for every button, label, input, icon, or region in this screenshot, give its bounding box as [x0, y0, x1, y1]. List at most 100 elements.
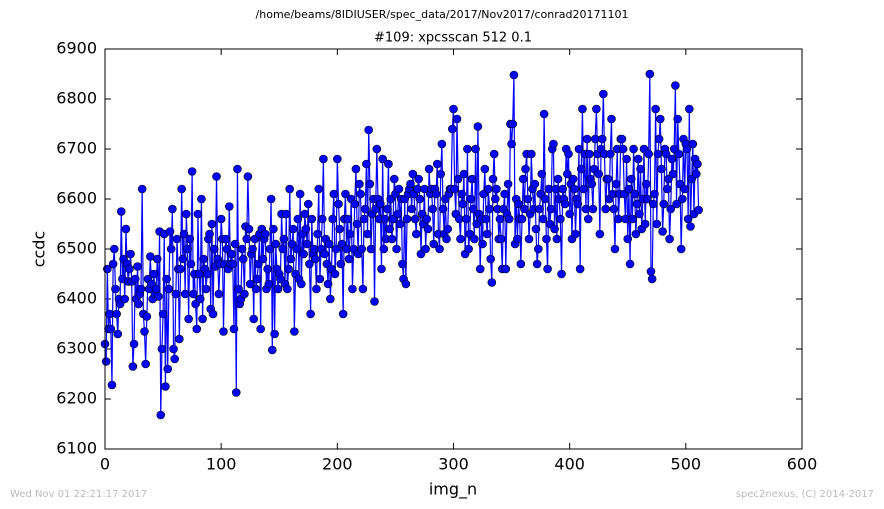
data-point: [165, 227, 175, 236]
data-point: [366, 244, 376, 254]
data-point: [177, 184, 186, 194]
data-point: [266, 194, 276, 204]
data-point: [125, 264, 134, 274]
data-point: [201, 284, 211, 294]
data-point: [205, 229, 214, 239]
data-point: [461, 214, 471, 224]
data-point: [357, 244, 367, 254]
data-point: [387, 234, 397, 244]
data-point: [284, 264, 293, 274]
data-point: [283, 284, 292, 294]
footer-right: spec2nexus, (C) 2014-2017: [736, 489, 874, 500]
data-point: [152, 254, 162, 264]
data-point: [299, 249, 308, 259]
y-tick-label: 6900: [56, 39, 97, 58]
data-point: [345, 229, 355, 239]
data-point: [281, 209, 291, 219]
data-point: [509, 70, 519, 80]
y-tick-label: 6800: [56, 89, 97, 108]
data-point: [484, 184, 493, 194]
data-point: [649, 199, 658, 209]
data-point: [492, 184, 501, 194]
chart-title: #109: xpcsscan 512 0.1: [374, 31, 532, 46]
data-point: [111, 284, 120, 294]
x-axis-label: img_n: [429, 480, 477, 500]
data-point: [335, 224, 344, 234]
data-point: [351, 164, 361, 174]
data-point: [166, 244, 176, 254]
data-point: [574, 144, 584, 154]
data-point: [331, 244, 341, 254]
data-point: [414, 174, 423, 184]
data-point: [221, 234, 231, 244]
data-point: [129, 339, 139, 349]
data-point: [328, 214, 337, 224]
data-point: [603, 174, 613, 184]
data-point: [503, 179, 513, 189]
footer-left: Wed Nov 01 22:21:17 2017: [10, 489, 147, 500]
data-point: [256, 324, 265, 334]
data-point: [151, 284, 161, 294]
data-point: [385, 224, 394, 234]
data-point: [532, 259, 542, 269]
data-point: [496, 234, 506, 244]
data-point: [330, 269, 340, 279]
data-point: [674, 149, 684, 159]
data-point: [585, 149, 594, 159]
data-point: [149, 269, 159, 279]
data-point: [485, 204, 494, 214]
data-point: [521, 164, 530, 174]
data-point: [480, 164, 490, 174]
data-point: [646, 267, 656, 276]
data-point: [658, 227, 667, 236]
data-point: [652, 219, 662, 229]
data-point: [564, 149, 573, 159]
data-point: [350, 199, 360, 209]
data-point: [290, 327, 299, 336]
data-point: [625, 259, 635, 269]
data-point: [422, 214, 432, 224]
data-point: [601, 204, 610, 214]
data-point: [538, 214, 548, 224]
data-point: [243, 172, 253, 181]
data-point: [470, 234, 479, 244]
data-point: [407, 204, 416, 214]
y-tick-label: 6500: [56, 239, 97, 258]
data-point: [179, 229, 189, 239]
data-point: [134, 299, 143, 309]
data-point: [278, 244, 288, 254]
data-point: [410, 214, 420, 224]
data-point: [271, 239, 281, 249]
data-point: [651, 104, 660, 114]
data-point: [623, 234, 633, 244]
data-point: [267, 345, 277, 355]
data-point: [355, 179, 364, 189]
data-point: [120, 294, 130, 304]
data-point: [185, 234, 195, 244]
data-point: [633, 154, 643, 164]
data-point: [578, 104, 587, 114]
data-point: [343, 214, 353, 224]
data-point: [312, 284, 321, 294]
data-point: [636, 164, 645, 174]
data-point: [666, 204, 676, 214]
data-point: [109, 244, 119, 254]
data-point: [319, 154, 328, 164]
data-point: [141, 359, 150, 369]
data-point: [432, 159, 442, 169]
data-point: [546, 204, 556, 214]
data-point: [378, 154, 387, 164]
data-point: [188, 289, 198, 299]
data-point: [336, 259, 346, 269]
data-point: [320, 249, 329, 259]
data-point: [489, 149, 499, 159]
data-point: [628, 214, 637, 224]
data-point: [594, 169, 604, 179]
x-tick-label: 100: [206, 455, 237, 474]
data-point: [338, 309, 348, 319]
data-point: [295, 189, 305, 199]
data-point: [412, 229, 421, 239]
data-point: [504, 214, 514, 224]
data-point: [292, 244, 301, 254]
data-point: [597, 134, 607, 144]
